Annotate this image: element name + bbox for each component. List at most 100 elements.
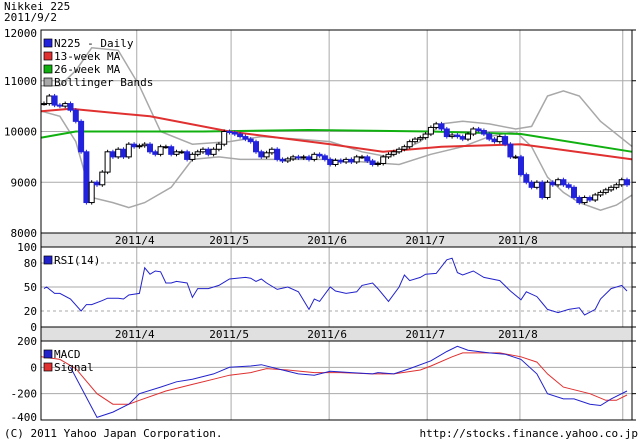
candle (210, 147, 217, 157)
candle (88, 180, 95, 205)
y-tick-label: 9000 (11, 176, 38, 189)
candle-body (147, 143, 153, 153)
candle (168, 144, 175, 157)
y-tick-label: 0 (30, 321, 37, 334)
candle-body (597, 191, 604, 196)
source-url-link[interactable]: http://stocks.finance.yahoo.co.jp (419, 427, 638, 440)
legend-swatch (43, 51, 53, 61)
y-tick-label: 50 (24, 281, 37, 294)
y-tick-label: 20 (24, 305, 37, 318)
ma26-line (41, 128, 633, 153)
candle (231, 130, 238, 137)
candle-body (618, 179, 625, 186)
y-tick-label: 80 (24, 257, 37, 270)
candle-body (581, 196, 588, 204)
candle-body (62, 103, 69, 107)
candle (374, 161, 381, 167)
candle (427, 125, 434, 137)
candle-body (157, 146, 164, 155)
candle (523, 172, 530, 185)
candle-body (475, 128, 482, 131)
candle (390, 149, 397, 157)
candle-body (337, 159, 344, 163)
candle-body (364, 156, 371, 162)
chart-date: 2011/9/2 (4, 11, 57, 24)
legend-swatch (43, 77, 53, 87)
candle-body (608, 186, 615, 191)
candle (565, 182, 572, 190)
candle-body (72, 109, 79, 122)
candle-body (592, 194, 599, 201)
legend-label: 26-week MA (54, 63, 121, 76)
candle-body (327, 158, 334, 165)
candle (147, 142, 153, 154)
legend-swatch (43, 349, 53, 359)
candle-body (374, 162, 381, 165)
candle-body (359, 156, 365, 159)
candle (136, 143, 143, 149)
plot-border (40, 340, 633, 421)
candle (470, 126, 477, 137)
candle-body (152, 151, 159, 155)
candle-body (427, 126, 434, 135)
candle-body (565, 184, 572, 188)
candle (417, 135, 424, 142)
date-tick-label: 2011/5 (209, 328, 249, 341)
candle-body (284, 158, 291, 162)
candle-body (602, 189, 609, 193)
candle (364, 154, 371, 163)
legend-label: MACD (54, 348, 81, 361)
candle (104, 149, 111, 175)
date-tick-label: 2011/5 (209, 234, 249, 247)
candle-body (417, 137, 424, 140)
candle-body (237, 133, 244, 138)
candle-body (141, 143, 148, 147)
candle-body (178, 151, 185, 154)
candle-body (348, 158, 355, 163)
candle-body (321, 155, 328, 160)
date-tick-label: 2011/7 (405, 328, 445, 341)
candle-body (258, 151, 265, 158)
candle-body (279, 158, 286, 162)
bollinger-upper-line (41, 47, 633, 158)
candle (189, 152, 196, 162)
candle-body (544, 181, 551, 198)
candle-body (480, 129, 487, 135)
candle-body (422, 133, 429, 139)
candle-body (438, 123, 445, 130)
candle (316, 152, 323, 158)
candle-body (78, 120, 85, 153)
candle-body (560, 179, 567, 186)
panel-price: 12000 11000 10000 9000 8000 N225 - Daily13-we… (4, 27, 636, 240)
legend-swatch (43, 64, 53, 74)
plot-border (40, 246, 633, 328)
candle-body (290, 156, 297, 160)
panel-rsi: 100 80 50 20 0 RSI(14) (17, 241, 636, 334)
date-tick-label: 2011/4 (115, 328, 155, 341)
candle-body (109, 151, 116, 158)
candle-body (221, 131, 228, 145)
candle (253, 139, 259, 154)
candle (571, 185, 577, 200)
candle-body (549, 181, 556, 186)
candle-body (465, 133, 471, 140)
candle-body (586, 196, 593, 201)
candle-body (385, 153, 392, 158)
candle-body (512, 156, 519, 159)
candle (247, 137, 254, 144)
date-tick-label: 2011/8 (498, 328, 538, 341)
candle-body (231, 132, 238, 135)
candle (83, 149, 90, 205)
candle-body (518, 156, 524, 176)
candle-body (226, 131, 233, 134)
candle (443, 126, 450, 139)
candle (115, 147, 122, 159)
candle (237, 132, 244, 139)
candle-body (380, 156, 387, 164)
candle-body (268, 148, 275, 154)
date-axis-band: 2011/4 2011/5 2011/6 2011/7 2011/8 (40, 326, 633, 342)
